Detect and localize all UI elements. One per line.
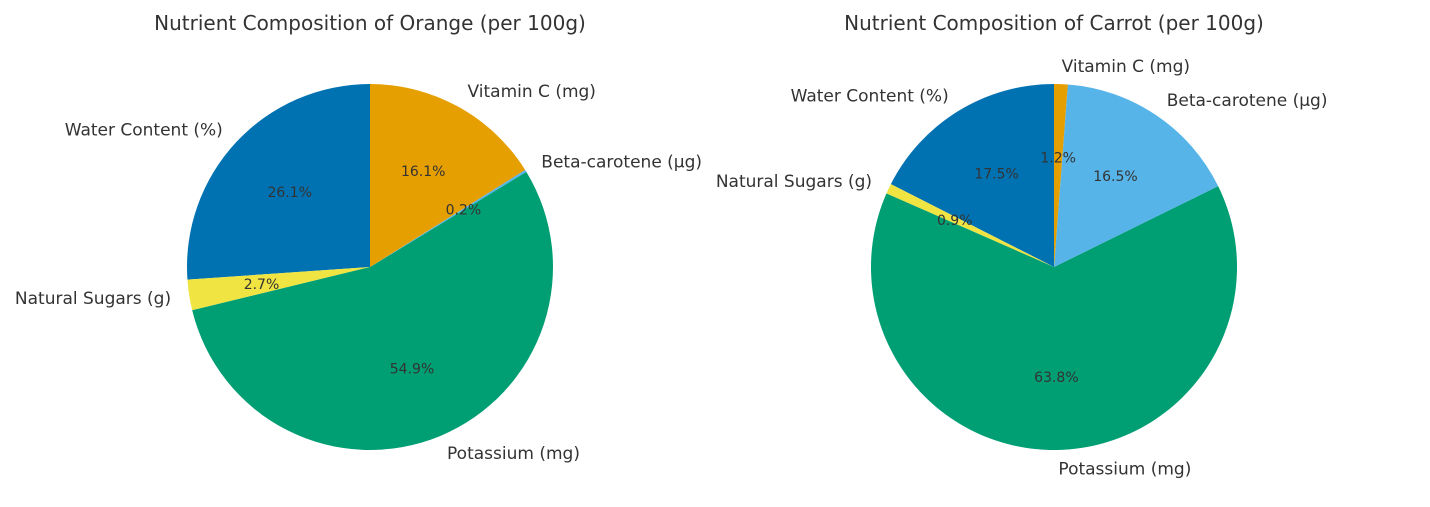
slice-category-label: Natural Sugars (g) bbox=[15, 289, 171, 309]
slice-percent-label: 0.2% bbox=[446, 202, 482, 218]
carrot-slices bbox=[871, 84, 1237, 451]
orange-pie-chart: Nutrient Composition of Orange (per 100g… bbox=[15, 11, 702, 464]
pie-slice bbox=[370, 84, 526, 267]
orange-labels: Water Content (%) 26.1% Natural Sugars (g)… bbox=[15, 82, 702, 464]
pie-slice bbox=[1054, 84, 1068, 267]
slice-percent-label: 63.8% bbox=[1034, 370, 1078, 386]
orange-slices bbox=[187, 84, 553, 450]
orange-chart-title: Nutrient Composition of Orange (per 100g… bbox=[154, 11, 586, 35]
slice-category-label: Potassium (mg) bbox=[447, 444, 580, 464]
slice-percent-label: 16.1% bbox=[401, 164, 445, 180]
pie-slice bbox=[871, 186, 1237, 451]
pie-slice bbox=[370, 169, 527, 267]
slice-category-label: Water Content (%) bbox=[791, 86, 949, 106]
pie-slice bbox=[1054, 84, 1219, 267]
carrot-chart-title: Nutrient Composition of Carrot (per 100g… bbox=[844, 11, 1264, 35]
slice-percent-label: 0.9% bbox=[937, 213, 973, 229]
slice-category-label: Water Content (%) bbox=[65, 121, 223, 141]
pie-slice bbox=[886, 184, 1054, 267]
pie-slice bbox=[890, 84, 1054, 267]
slice-category-label: Natural Sugars (g) bbox=[716, 172, 872, 192]
slice-percent-label: 16.5% bbox=[1093, 169, 1137, 185]
pie-slice bbox=[187, 84, 370, 280]
slice-category-label: Vitamin C (mg) bbox=[468, 82, 596, 102]
pie-slice bbox=[192, 171, 553, 450]
carrot-labels: Water Content (%) 17.5% Natural Sugars (g)… bbox=[716, 57, 1328, 479]
slice-percent-label: 1.2% bbox=[1040, 150, 1076, 166]
slice-category-label: Beta-carotene (µg) bbox=[541, 152, 702, 172]
slice-category-label: Beta-carotene (µg) bbox=[1167, 91, 1328, 111]
slice-category-label: Vitamin C (mg) bbox=[1062, 57, 1190, 77]
pie-slice bbox=[187, 267, 370, 311]
slice-percent-label: 2.7% bbox=[244, 277, 280, 293]
carrot-pie-chart: Nutrient Composition of Carrot (per 100g… bbox=[716, 11, 1328, 479]
slice-category-label: Potassium (mg) bbox=[1058, 459, 1191, 479]
slice-percent-label: 54.9% bbox=[390, 361, 434, 377]
slice-percent-label: 26.1% bbox=[267, 185, 311, 201]
slice-percent-label: 17.5% bbox=[974, 166, 1018, 182]
